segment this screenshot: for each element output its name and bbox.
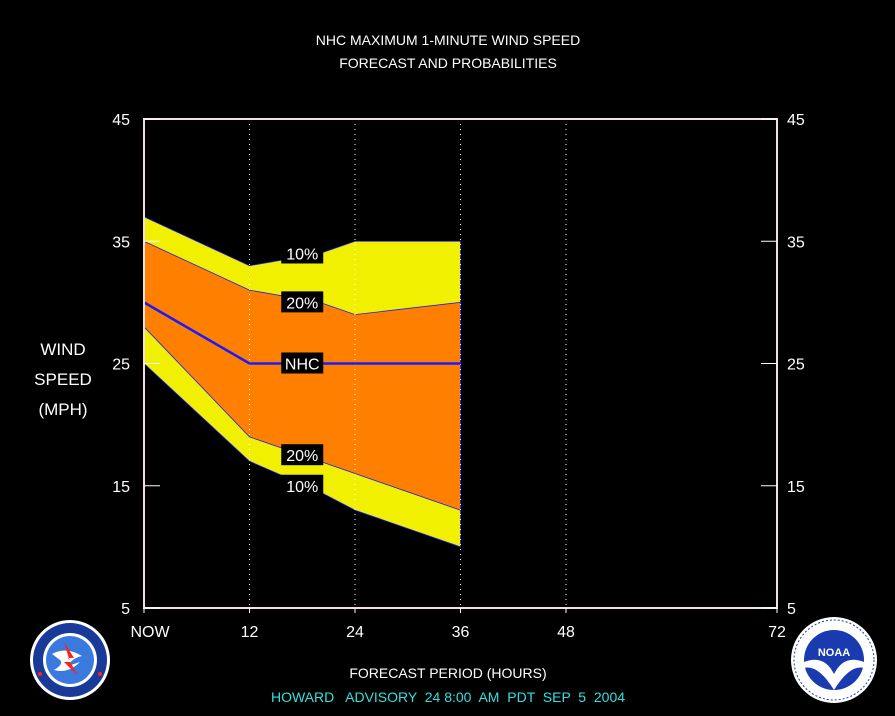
- y-tick-label-right: 15: [787, 479, 805, 496]
- x-tick-label: NOW: [130, 624, 170, 641]
- y-tick-label-right: 5: [787, 601, 796, 618]
- x-tick-label: 12: [241, 624, 259, 641]
- band-label-bg: [281, 291, 324, 313]
- x-tick-label: 24: [346, 624, 364, 641]
- nws-logo-icon: [30, 620, 110, 700]
- band-label-bg: [281, 352, 324, 374]
- x-axis-label: FORECAST PERIOD (HOURS): [349, 665, 546, 681]
- band-label-4: 10%: [281, 474, 324, 496]
- band-label-text: 20%: [286, 295, 318, 312]
- band-label-1: 20%: [281, 291, 324, 313]
- y-axis-ticks: 5 5 15 15 25 25 35 35 45 45: [112, 112, 805, 618]
- y-tick-label-left: 35: [112, 234, 130, 251]
- chart-title-line-2: FORECAST AND PROBABILITIES: [339, 55, 557, 71]
- x-tick-label: 36: [452, 624, 470, 641]
- advisory-line: HOWARD ADVISORY 24 8:00 AM PDT SEP 5 200…: [271, 689, 625, 705]
- band-labels: 10% 20% NHC 20% 10%: [281, 242, 324, 496]
- band-label-text: 10%: [286, 479, 318, 496]
- chart-title: NHC MAXIMUM 1-MINUTE WIND SPEED FORECAST…: [316, 32, 580, 71]
- noaa-logo-text: NOAA: [818, 647, 850, 659]
- x-tick-label: 72: [768, 624, 786, 641]
- band-label-bg: [281, 444, 324, 466]
- band-label-0: 10%: [281, 242, 324, 264]
- y-tick-label-right: 35: [787, 234, 805, 251]
- y-tick-label-left: 15: [112, 479, 130, 496]
- y-axis-label: WIND SPEED (MPH): [34, 340, 92, 419]
- chart-title-line-1: NHC MAXIMUM 1-MINUTE WIND SPEED: [316, 32, 580, 48]
- band-label-bg: [281, 242, 324, 264]
- noaa-logo-icon: NOAA: [791, 617, 877, 703]
- x-axis-ticks: NOW 12 24 36 48 72: [130, 608, 786, 641]
- band-label-3: 20%: [281, 444, 324, 466]
- y-tick-label-right: 45: [787, 112, 805, 129]
- band-label-text: 10%: [286, 246, 318, 263]
- y-tick-label-left: 45: [112, 112, 130, 129]
- y-tick-label-left: 25: [112, 357, 130, 374]
- band-label-2: NHC: [281, 352, 324, 374]
- y-axis-label-line-1: WIND: [40, 340, 85, 359]
- y-tick-label-right: 25: [787, 357, 805, 374]
- y-axis-label-line-2: SPEED: [34, 370, 92, 389]
- probability-bands: [143, 216, 461, 548]
- y-axis-label-line-3: (MPH): [38, 400, 87, 419]
- band-label-text: 20%: [286, 448, 318, 465]
- y-tick-label-left: 5: [121, 601, 130, 618]
- x-tick-label: 48: [557, 624, 575, 641]
- band-label-bg: [281, 474, 324, 496]
- band-label-text: NHC: [285, 357, 320, 374]
